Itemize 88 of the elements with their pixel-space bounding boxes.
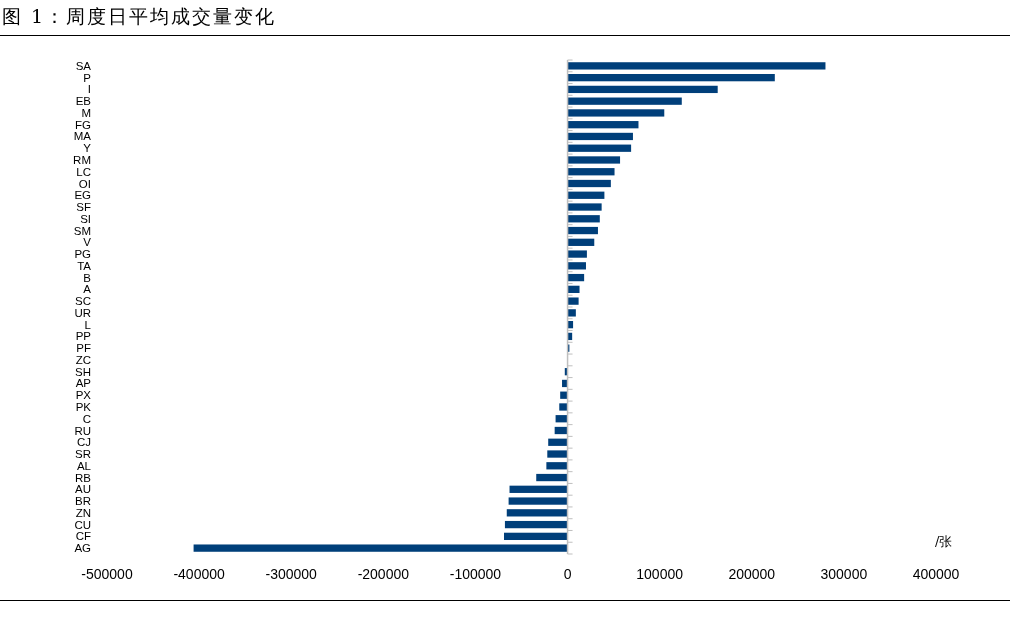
bar — [567, 179, 611, 188]
y-tick-label: RB — [75, 471, 92, 484]
bar — [567, 238, 595, 246]
y-tick-label: M — [81, 106, 91, 119]
bar — [506, 509, 568, 517]
y-tick-label: PP — [75, 330, 92, 343]
x-tick-label: 400000 — [912, 566, 960, 582]
y-tick-label: L — [84, 318, 92, 331]
y-tick-label: PF — [76, 342, 91, 355]
bar — [504, 532, 568, 540]
y-tick-label: RM — [73, 153, 91, 166]
x-tick-label: -400000 — [173, 566, 226, 582]
bar — [567, 226, 598, 235]
bar — [567, 109, 665, 117]
y-tick-label: SR — [75, 448, 91, 461]
y-tick-label: Y — [83, 142, 92, 155]
y-tick-label: A — [83, 283, 92, 296]
bar — [567, 309, 576, 317]
bar — [567, 273, 585, 282]
y-tick-label: RU — [74, 424, 91, 437]
bar — [567, 262, 586, 270]
y-tick-label: V — [83, 236, 92, 249]
y-tick-label: CU — [74, 518, 91, 531]
bar — [567, 132, 633, 141]
x-tick-label: 200000 — [728, 566, 776, 582]
y-tick-label: EG — [74, 189, 92, 202]
bar — [567, 74, 775, 82]
y-tick-label: I — [87, 83, 91, 96]
bar — [559, 403, 568, 411]
bar — [567, 215, 600, 223]
bar — [548, 438, 568, 446]
y-tick-label: BR — [75, 495, 91, 508]
chart-title: 图 1：周度日平均成交量变化 — [2, 5, 277, 27]
bar — [560, 391, 568, 399]
y-tick-label: PX — [75, 389, 92, 402]
bar — [546, 462, 568, 470]
y-tick-label: EB — [75, 95, 92, 108]
y-tick-label: SC — [75, 295, 91, 308]
x-tick-label: -300000 — [265, 566, 318, 582]
y-tick-label: B — [83, 271, 92, 284]
bar — [193, 544, 568, 552]
bar — [567, 191, 605, 199]
bar — [504, 520, 568, 529]
y-tick-label: OI — [78, 177, 91, 190]
bar — [508, 497, 568, 505]
x-tick-label: 100000 — [636, 566, 684, 582]
y-tick-label: PG — [74, 248, 92, 261]
x-tick-label: 0 — [563, 566, 572, 582]
y-tick-label: ZC — [75, 353, 91, 366]
bar — [567, 297, 579, 305]
y-tick-label: TA — [77, 259, 92, 272]
bar — [567, 85, 718, 94]
bar — [567, 203, 602, 211]
bar — [567, 285, 580, 293]
y-tick-label: MA — [73, 130, 92, 143]
x-tick-label: -200000 — [357, 566, 410, 582]
y-tick-label: UR — [74, 306, 91, 319]
y-tick-label: LC — [76, 165, 91, 178]
y-tick-label: FG — [75, 118, 92, 131]
bar — [567, 168, 615, 176]
y-tick-label: PK — [75, 400, 92, 413]
bar — [547, 450, 568, 458]
y-tick-label: SM — [73, 224, 91, 237]
y-tick-label: AP — [75, 377, 92, 390]
bar — [567, 97, 682, 105]
y-tick-label: CF — [75, 530, 91, 543]
y-tick-label: P — [83, 71, 92, 84]
y-tick-label: AG — [74, 542, 92, 555]
y-tick-label: SH — [75, 365, 91, 378]
y-tick-label: SI — [80, 212, 91, 225]
bar — [509, 485, 568, 493]
y-tick-label: SF — [76, 201, 91, 214]
bar — [567, 62, 826, 70]
y-tick-label: SA — [75, 59, 92, 72]
annotation: /张 — [935, 534, 953, 549]
bar — [536, 473, 568, 482]
bar — [567, 156, 621, 164]
x-tick-label: 300000 — [820, 566, 868, 582]
y-tick-label: ZN — [75, 506, 91, 519]
bar — [567, 121, 639, 129]
x-tick-label: -500000 — [81, 566, 133, 582]
x-tick-label: -100000 — [449, 566, 502, 582]
bar — [567, 144, 632, 152]
y-tick-label: AL — [76, 459, 92, 472]
bar — [567, 250, 587, 258]
y-tick-label: AU — [75, 483, 91, 496]
y-tick-label: C — [82, 412, 91, 425]
y-tick-label: CJ — [76, 436, 91, 449]
